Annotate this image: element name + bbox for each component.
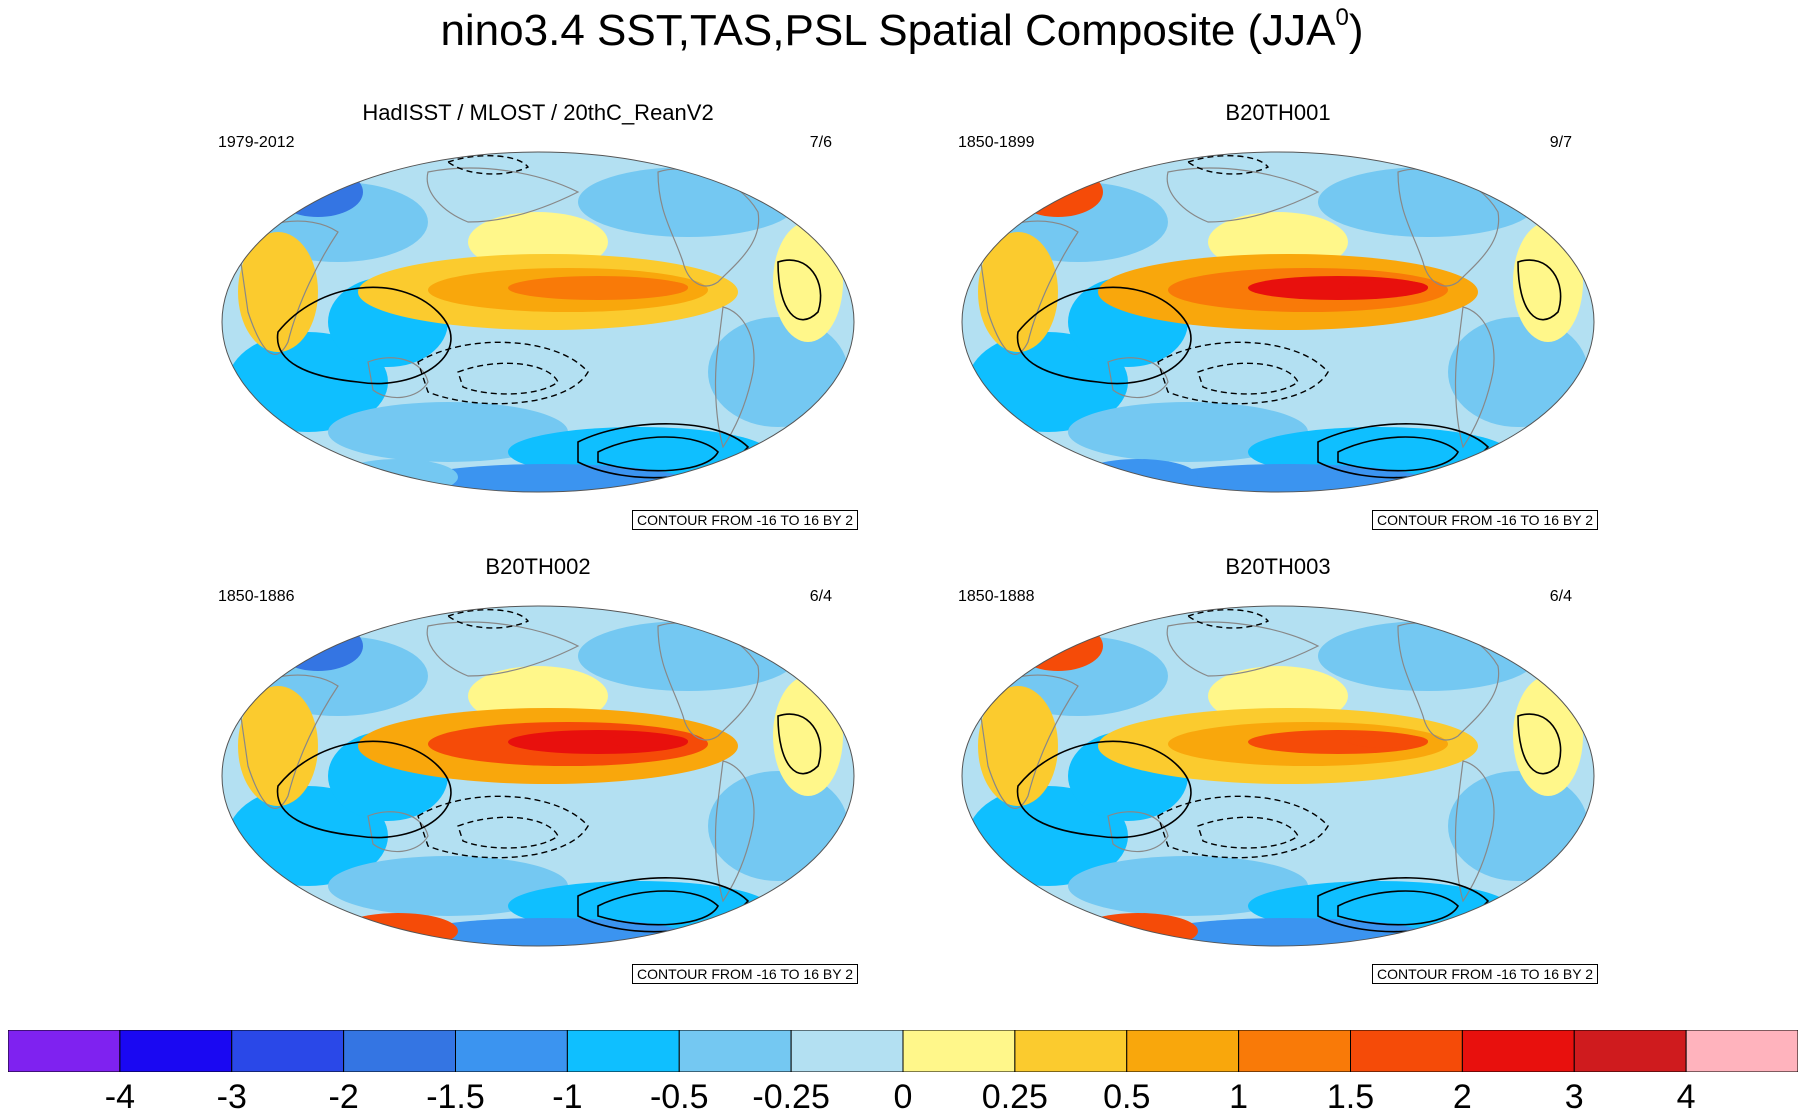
contour-note: CONTOUR FROM -16 TO 16 BY 2 [1371, 510, 1598, 530]
colorbar-tick-label: 2 [1452, 1078, 1472, 1116]
panel-ratio: 7/6 [809, 134, 832, 151]
colorbar-swatch [231, 1030, 345, 1072]
panel-period: 1850-1888 [958, 588, 1035, 605]
colorbar-tick-label: 3 [1564, 1078, 1584, 1116]
colorbar-labels: -4 -3 -2 -1.5 -1 -0.5 -0.25 0 0.25 0.5 1 1.5 2 3 4 [0, 1078, 1804, 1118]
title-superscript: 0 [1335, 4, 1349, 32]
colorbar-tick-label: 0 [893, 1078, 913, 1116]
colorbar-swatch [790, 1030, 904, 1072]
panel-ratio: 6/4 [1549, 588, 1572, 605]
panel-title: B20TH001 [1225, 100, 1331, 125]
contour-note: CONTOUR FROM -16 TO 16 BY 2 [631, 510, 858, 530]
panel-period: 1850-1886 [218, 588, 295, 605]
colorbar [8, 1030, 1798, 1072]
colorbar-swatch [1126, 1030, 1240, 1072]
colorbar-swatch [566, 1030, 680, 1072]
panel-period: 1979-2012 [218, 134, 295, 151]
colorbar-tick-label: -1 [552, 1078, 583, 1116]
colorbar-tick-label: 1.5 [1326, 1078, 1375, 1116]
colorbar-swatch [1461, 1030, 1575, 1072]
colorbar-swatch [902, 1030, 1016, 1072]
colorbar-swatch [119, 1030, 233, 1072]
robinson-globe-icon [221, 605, 855, 947]
colorbar-tick-label: 0.5 [1103, 1078, 1151, 1116]
colorbar-swatch [1350, 1030, 1463, 1072]
contour-note: CONTOUR FROM -16 TO 16 BY 2 [631, 964, 858, 984]
panel-ratio: 6/4 [809, 588, 832, 605]
panel-period: 1850-1899 [958, 134, 1035, 151]
panel-title: B20TH002 [485, 554, 591, 579]
colorbar-swatch [1238, 1030, 1351, 1072]
robinson-globe-icon [221, 151, 855, 493]
colorbar-tick-label: -0.5 [649, 1078, 709, 1116]
colorbar-swatch [8, 1030, 121, 1072]
colorbar-tick-label: -2 [328, 1078, 359, 1116]
colorbar-swatch [678, 1030, 792, 1072]
colorbar-tick-label: 1 [1229, 1078, 1249, 1116]
colorbar-tick-label: -1.5 [426, 1078, 485, 1116]
colorbar-tick-label: 4 [1676, 1078, 1696, 1116]
colorbar-tick-label: 0.25 [981, 1078, 1048, 1116]
panel-observations: HadISST / MLOST / 20thC_ReanV2 1979-2012… [218, 100, 858, 540]
robinson-globe-icon [961, 151, 1595, 493]
colorbar-swatch [455, 1030, 568, 1072]
colorbar-swatch [1685, 1030, 1798, 1072]
robinson-globe-icon [961, 605, 1595, 947]
panel-title: HadISST / MLOST / 20thC_ReanV2 [362, 100, 714, 125]
figure-title: nino3.4 SST,TAS,PSL Spatial Composite (J… [440, 4, 1364, 55]
colorbar-swatch [1573, 1030, 1687, 1072]
panel-b20th003: B20TH003 1850-1888 6/4 CONTOUR FROM -16 … [958, 554, 1598, 994]
colorbar-tick-label: -4 [104, 1078, 135, 1116]
colorbar-tick-label: -3 [216, 1078, 247, 1116]
panel-b20th002: B20TH002 1850-1886 6/4 CONTOUR FROM -16 … [218, 554, 858, 994]
panel-title: B20TH003 [1225, 554, 1331, 579]
contour-note: CONTOUR FROM -16 TO 16 BY 2 [1371, 964, 1598, 984]
colorbar-swatch [1014, 1030, 1128, 1072]
colorbar-tick-label: -0.25 [752, 1078, 830, 1116]
colorbar-swatch [343, 1030, 456, 1072]
panel-ratio: 9/7 [1549, 134, 1572, 151]
panel-b20th001: B20TH001 1850-1899 9/7 CONTOUR FROM -16 … [958, 100, 1598, 540]
